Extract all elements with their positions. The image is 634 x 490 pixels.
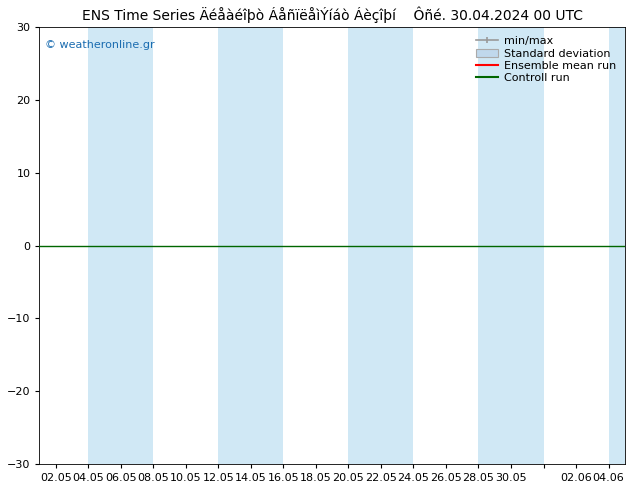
Bar [609,27,625,464]
Bar [88,27,153,464]
Text: © weatheronline.gr: © weatheronline.gr [45,41,155,50]
Bar [479,27,543,464]
Legend: min/max, Standard deviation, Ensemble mean run, Controll run: min/max, Standard deviation, Ensemble me… [472,33,619,87]
Bar [349,27,413,464]
Title: ENS Time Series Äéåàéîþò ÁåñïëåìÝíáò Áèçîþí    Ôñé. 30.04.2024 00 UTC: ENS Time Series Äéåàéîþò ÁåñïëåìÝíáò Áèç… [82,7,583,24]
Bar [218,27,283,464]
